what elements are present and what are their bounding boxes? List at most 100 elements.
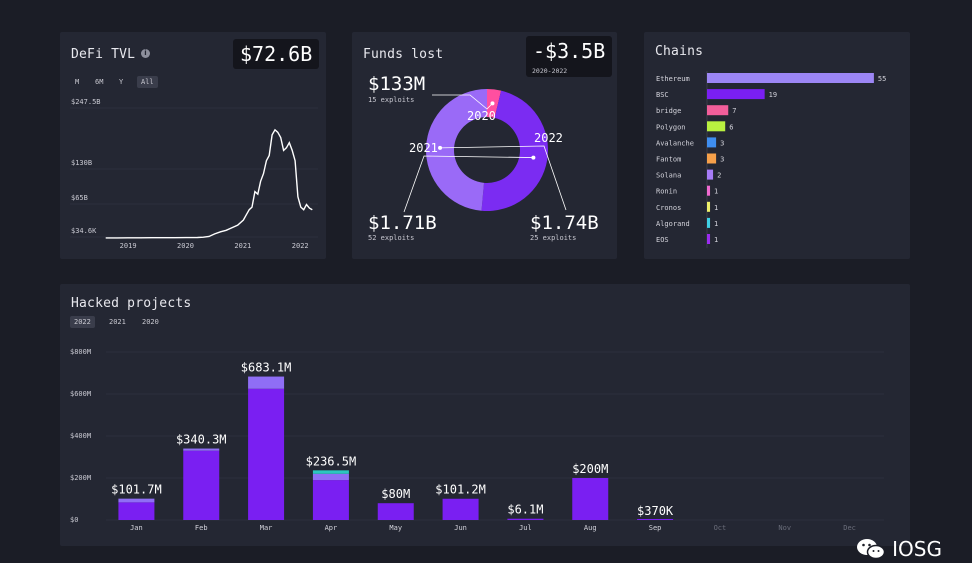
hacked-bar-mar[interactable] — [248, 388, 285, 520]
chain-value: 7 — [732, 107, 736, 115]
funds-lost-value: -$3.5B — [533, 39, 606, 63]
hacked-bar-jan[interactable] — [118, 502, 155, 520]
donut-amount-label: $1.74B — [530, 212, 599, 234]
tvl-y-tick: $130B — [71, 159, 92, 167]
hacked-value-label: $80M — [381, 487, 410, 501]
donut-slice-2022[interactable] — [426, 89, 487, 211]
callout-line-2022 — [440, 145, 567, 211]
chain-bar-ethereum[interactable] — [707, 73, 874, 83]
hacked-y-tick: $0 — [70, 516, 78, 524]
hacked-bar-apr[interactable] — [312, 470, 349, 474]
hacked-value-label: $200M — [572, 462, 608, 476]
chains-panel: Chains Ethereum 55 BSC 19 bridge 7 Polygon 6 Ava… — [644, 32, 910, 259]
chain-value: 2 — [717, 172, 721, 180]
tvl-y-tick: $65B — [71, 194, 88, 202]
hacked-projects-panel: Hacked projects 2022 2021 2020 $800M $600M $… — [60, 284, 910, 546]
chain-value: 1 — [714, 220, 718, 228]
callout-line-2020 — [432, 94, 493, 110]
chain-label: Cronos — [656, 204, 681, 212]
range-button-all[interactable]: All — [137, 76, 158, 88]
chain-bar-polygon[interactable] — [707, 121, 726, 132]
chain-label: Ethereum — [656, 75, 690, 83]
chain-bar-cronos[interactable] — [707, 201, 711, 212]
tvl-y-tick: $247.5B — [71, 98, 101, 106]
chains-bar-chart: Ethereum 55 BSC 19 bridge 7 Polygon 6 Avalanche 3… — [656, 71, 886, 249]
hacked-y-tick: $200M — [70, 474, 91, 482]
hacked-x-tick: Mar — [260, 524, 273, 532]
chain-value: 3 — [720, 139, 724, 147]
tab-2020[interactable]: 2020 — [142, 318, 159, 326]
tab-2021[interactable]: 2021 — [109, 318, 126, 326]
chain-value: 6 — [729, 123, 733, 131]
hacked-y-tick: $600M — [70, 390, 91, 398]
hacked-value-label: $6.1M — [507, 503, 543, 517]
hacked-bar-sep[interactable] — [637, 519, 674, 520]
hacked-value-label: $340.3M — [176, 433, 227, 447]
hacked-x-tick: Sep — [649, 524, 662, 532]
hacked-bar-feb[interactable] — [183, 450, 220, 520]
chain-bar-bsc[interactable] — [707, 89, 765, 100]
tvl-line-chart: $247.5B $130B $65B $34.6K 2019 2020 2021 2022 — [70, 98, 318, 250]
range-button-y[interactable]: Y — [119, 78, 124, 86]
donut-exploits-label: 52 exploits — [368, 234, 414, 242]
chain-value: 19 — [769, 91, 777, 99]
hacked-y-tick: $800M — [70, 348, 91, 356]
hacked-bar-apr[interactable] — [312, 473, 349, 481]
tvl-x-tick: 2020 — [177, 242, 194, 250]
chain-bar-bridge[interactable] — [707, 105, 729, 116]
hacked-bar-apr[interactable] — [312, 480, 349, 520]
iosg-logo: IOSG — [856, 537, 942, 561]
tvl-y-tick: $34.6K — [71, 227, 97, 235]
chain-label: Algorand — [656, 220, 690, 228]
donut-amount-label: $1.71B — [368, 212, 437, 234]
hacked-bar-may[interactable] — [377, 503, 414, 520]
chain-bar-eos[interactable] — [707, 234, 711, 244]
tvl-x-tick: 2019 — [120, 242, 137, 250]
funds-lost-box: -$3.5B 2020-2022 — [526, 36, 613, 77]
donut-year-label: 2020 — [467, 109, 496, 123]
tab-2022[interactable]: 2022 — [70, 316, 95, 328]
hacked-x-tick: Jun — [454, 524, 467, 532]
chain-bar-algorand[interactable] — [707, 217, 711, 228]
chain-bar-fantom[interactable] — [707, 153, 717, 164]
chain-bar-solana[interactable] — [707, 169, 714, 180]
donut-amount-label: $133M — [368, 73, 425, 95]
wechat-icon — [857, 539, 886, 560]
chain-label: Polygon — [656, 123, 686, 131]
chain-bar-ronin[interactable] — [707, 185, 711, 196]
hacked-value-label: $683.1M — [241, 361, 292, 375]
donut-slice-2021[interactable] — [481, 90, 548, 211]
hacked-x-tick: Jan — [130, 524, 143, 532]
info-icon[interactable]: i — [141, 49, 150, 58]
hacked-x-tick: Feb — [195, 524, 208, 532]
hacked-bar-jun[interactable] — [442, 498, 479, 520]
defi-tvl-value: $72.6B — [233, 39, 320, 69]
hacked-bar-jul[interactable] — [507, 518, 544, 520]
range-button-6m[interactable]: 6M — [95, 78, 104, 86]
chain-label: Ronin — [656, 188, 677, 196]
donut-exploits-label: 25 exploits — [530, 234, 576, 242]
chain-value: 1 — [714, 204, 718, 212]
callout-line-2021 — [403, 155, 534, 213]
tvl-x-tick: 2022 — [292, 242, 309, 250]
donut-year-label: 2021 — [409, 141, 438, 155]
chain-label: EOS — [656, 236, 669, 244]
hacked-bar-aug[interactable] — [572, 478, 609, 520]
tvl-x-tick: 2021 — [234, 242, 251, 250]
hacked-value-label: $101.7M — [111, 483, 162, 497]
hacked-y-tick: $400M — [70, 432, 91, 440]
hacked-x-tick: Oct — [714, 524, 727, 532]
donut-exploits-label: 15 exploits — [368, 96, 414, 104]
hacked-value-label: $236.5M — [306, 454, 357, 468]
hacked-x-tick: Apr — [325, 524, 338, 532]
range-button-m[interactable]: M — [75, 78, 80, 86]
hacked-bar-jan[interactable] — [118, 498, 155, 503]
donut-year-label: 2022 — [534, 131, 563, 145]
hacked-bar-feb[interactable] — [183, 448, 220, 451]
defi-tvl-title: DeFi TVL — [71, 47, 136, 62]
hacked-bar-mar[interactable] — [248, 376, 285, 389]
chain-bar-avalanche[interactable] — [707, 137, 717, 148]
chain-value: 1 — [714, 188, 718, 196]
chain-label: Solana — [656, 172, 681, 180]
chain-value: 55 — [878, 75, 886, 83]
